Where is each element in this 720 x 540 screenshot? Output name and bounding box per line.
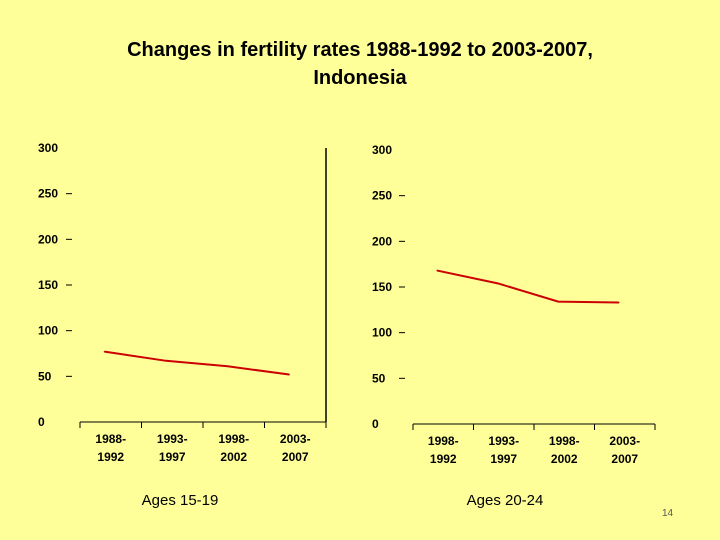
x-tick-label: 1988- [95, 432, 126, 446]
y-tick-label: 250 [38, 187, 58, 201]
data-point [226, 365, 229, 368]
y-tick-label: 300 [372, 143, 392, 157]
x-tick-label: 2002 [551, 452, 578, 466]
x-tick-label: 1998- [218, 432, 249, 446]
data-point [103, 350, 106, 353]
page-number: 14 [662, 508, 674, 519]
y-tick-label: 50 [372, 371, 386, 385]
x-tick-label: 1992 [430, 452, 457, 466]
x-tick-label: 1992 [97, 450, 124, 464]
y-tick-label: 200 [38, 232, 58, 246]
x-tick-label: 1997 [490, 452, 517, 466]
y-tick-label: 50 [38, 369, 52, 383]
data-point [288, 373, 290, 376]
y-tick-label: 150 [372, 280, 392, 294]
title-line-1: Changes in fertility rates 1988-1992 to … [127, 39, 593, 61]
x-tick-label: 2007 [282, 450, 309, 464]
data-point [436, 269, 439, 272]
y-tick-label: 250 [372, 189, 392, 203]
panel-label-ages-15-19: Ages 15-19 [141, 492, 219, 509]
x-tick-label: 1997 [159, 450, 186, 464]
data-point [617, 301, 620, 304]
y-tick-label: 300 [38, 141, 58, 155]
series-line [104, 350, 290, 376]
data-point [496, 282, 499, 285]
x-tick-label: 1998- [549, 434, 580, 448]
x-tick-label: 1993- [488, 434, 519, 448]
y-tick-label: 150 [38, 278, 58, 292]
y-tick-label: 0 [38, 415, 45, 429]
x-tick-label: 2003- [609, 434, 640, 448]
title-line-2: Indonesia [313, 67, 407, 89]
x-tick-label: 2007 [611, 452, 638, 466]
series-line [436, 269, 619, 304]
panel-label-ages-20-24: Ages 20-24 [466, 492, 544, 509]
y-tick-label: 100 [38, 324, 58, 338]
data-point [557, 300, 559, 303]
x-tick-label: 1998- [428, 434, 459, 448]
y-tick-label: 200 [372, 234, 392, 248]
chart-title: Changes in fertility rates 1988-1992 to … [0, 36, 720, 92]
x-tick-label: 1993- [157, 432, 188, 446]
data-point [165, 360, 167, 362]
x-tick-label: 2003- [280, 432, 311, 446]
x-tick-label: 2002 [220, 450, 247, 464]
y-tick-label: 0 [372, 417, 379, 431]
y-tick-label: 100 [372, 326, 392, 340]
